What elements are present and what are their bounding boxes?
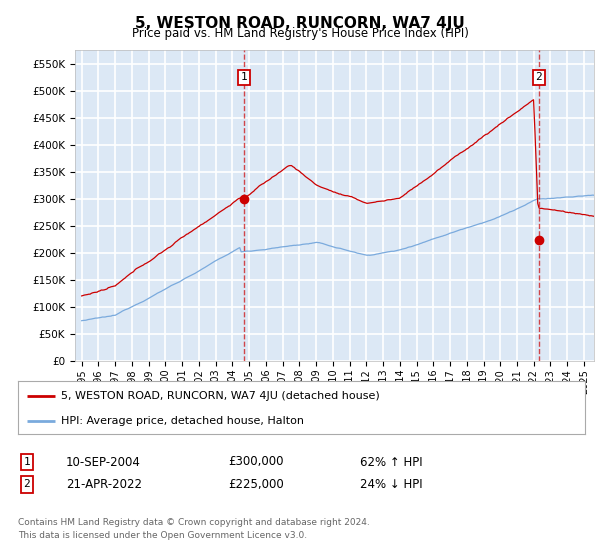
Text: 62% ↑ HPI: 62% ↑ HPI: [360, 455, 422, 469]
Text: 5, WESTON ROAD, RUNCORN, WA7 4JU (detached house): 5, WESTON ROAD, RUNCORN, WA7 4JU (detach…: [61, 391, 379, 401]
Text: 24% ↓ HPI: 24% ↓ HPI: [360, 478, 422, 491]
Text: 1: 1: [241, 72, 247, 82]
Text: 2: 2: [23, 479, 31, 489]
Text: 10-SEP-2004: 10-SEP-2004: [66, 455, 141, 469]
Text: 5, WESTON ROAD, RUNCORN, WA7 4JU: 5, WESTON ROAD, RUNCORN, WA7 4JU: [135, 16, 465, 31]
Text: £225,000: £225,000: [228, 478, 284, 491]
Text: HPI: Average price, detached house, Halton: HPI: Average price, detached house, Halt…: [61, 416, 304, 426]
Text: 2: 2: [535, 72, 542, 82]
Text: This data is licensed under the Open Government Licence v3.0.: This data is licensed under the Open Gov…: [18, 531, 307, 540]
Text: 1: 1: [23, 457, 31, 467]
Text: Price paid vs. HM Land Registry's House Price Index (HPI): Price paid vs. HM Land Registry's House …: [131, 27, 469, 40]
Text: £300,000: £300,000: [228, 455, 284, 469]
Text: 21-APR-2022: 21-APR-2022: [66, 478, 142, 491]
Text: Contains HM Land Registry data © Crown copyright and database right 2024.: Contains HM Land Registry data © Crown c…: [18, 518, 370, 527]
